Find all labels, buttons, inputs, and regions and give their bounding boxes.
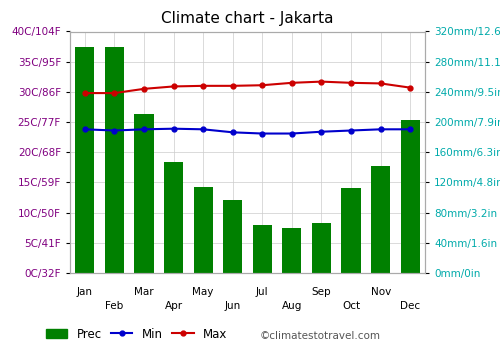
- Text: Jun: Jun: [224, 301, 241, 311]
- Text: May: May: [192, 287, 214, 297]
- Bar: [194, 187, 212, 273]
- Text: Jan: Jan: [77, 287, 93, 297]
- Bar: [282, 228, 302, 273]
- Bar: [371, 166, 390, 273]
- Legend: Prec, Min, Max: Prec, Min, Max: [46, 328, 228, 341]
- Bar: [134, 114, 154, 273]
- Text: ©climatestotravel.com: ©climatestotravel.com: [260, 331, 381, 341]
- Title: Climate chart - Jakarta: Climate chart - Jakarta: [161, 11, 334, 26]
- Text: Aug: Aug: [282, 301, 302, 311]
- Text: Nov: Nov: [370, 287, 391, 297]
- Bar: [400, 120, 420, 273]
- Text: Feb: Feb: [105, 301, 124, 311]
- Bar: [342, 189, 360, 273]
- Bar: [75, 47, 94, 273]
- Text: Oct: Oct: [342, 301, 360, 311]
- Bar: [312, 223, 331, 273]
- Text: Apr: Apr: [164, 301, 182, 311]
- Text: Dec: Dec: [400, 301, 420, 311]
- Text: Jul: Jul: [256, 287, 268, 297]
- Text: Sep: Sep: [312, 287, 332, 297]
- Bar: [252, 225, 272, 273]
- Bar: [164, 162, 183, 273]
- Text: Mar: Mar: [134, 287, 154, 297]
- Bar: [223, 200, 242, 273]
- Bar: [105, 47, 124, 273]
